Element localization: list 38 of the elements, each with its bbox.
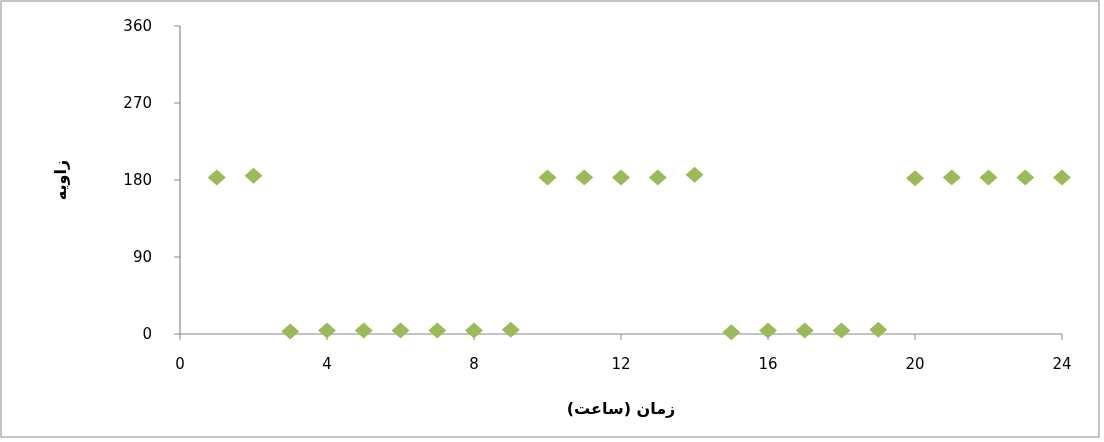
point xyxy=(869,321,888,338)
point xyxy=(575,169,594,186)
x-tick-label: 12 xyxy=(611,355,631,373)
x-tick-label: 4 xyxy=(322,355,332,373)
point xyxy=(979,169,998,186)
point xyxy=(648,169,667,186)
point xyxy=(207,169,226,186)
x-axis-title: زمان (ساعت) xyxy=(566,399,676,418)
point xyxy=(759,322,777,339)
point xyxy=(428,322,447,339)
point xyxy=(832,322,851,339)
point xyxy=(906,170,924,187)
point xyxy=(538,169,557,186)
point xyxy=(795,322,814,339)
point xyxy=(391,322,410,339)
point xyxy=(244,167,263,184)
point xyxy=(465,322,483,339)
y-tick-label: 270 xyxy=(123,94,152,112)
y-tick-label: 90 xyxy=(132,248,152,266)
point xyxy=(685,166,704,183)
point xyxy=(1016,169,1035,186)
point xyxy=(612,169,630,186)
point xyxy=(281,323,300,340)
y-tick-label: 180 xyxy=(123,171,152,189)
y-tick-label: 0 xyxy=(142,325,152,343)
y-axis-title: زاویه xyxy=(51,159,70,201)
x-tick-label: 8 xyxy=(469,355,479,373)
point xyxy=(318,322,336,339)
point xyxy=(1053,169,1071,186)
x-tick-label: 0 xyxy=(175,355,185,373)
x-tick-label: 16 xyxy=(758,355,778,373)
x-tick-label: 24 xyxy=(1052,355,1072,373)
point xyxy=(942,169,961,186)
x-tick-label: 20 xyxy=(905,355,925,373)
point xyxy=(722,324,741,341)
point xyxy=(354,322,373,339)
y-tick-label: 360 xyxy=(123,17,152,35)
point xyxy=(501,321,520,338)
